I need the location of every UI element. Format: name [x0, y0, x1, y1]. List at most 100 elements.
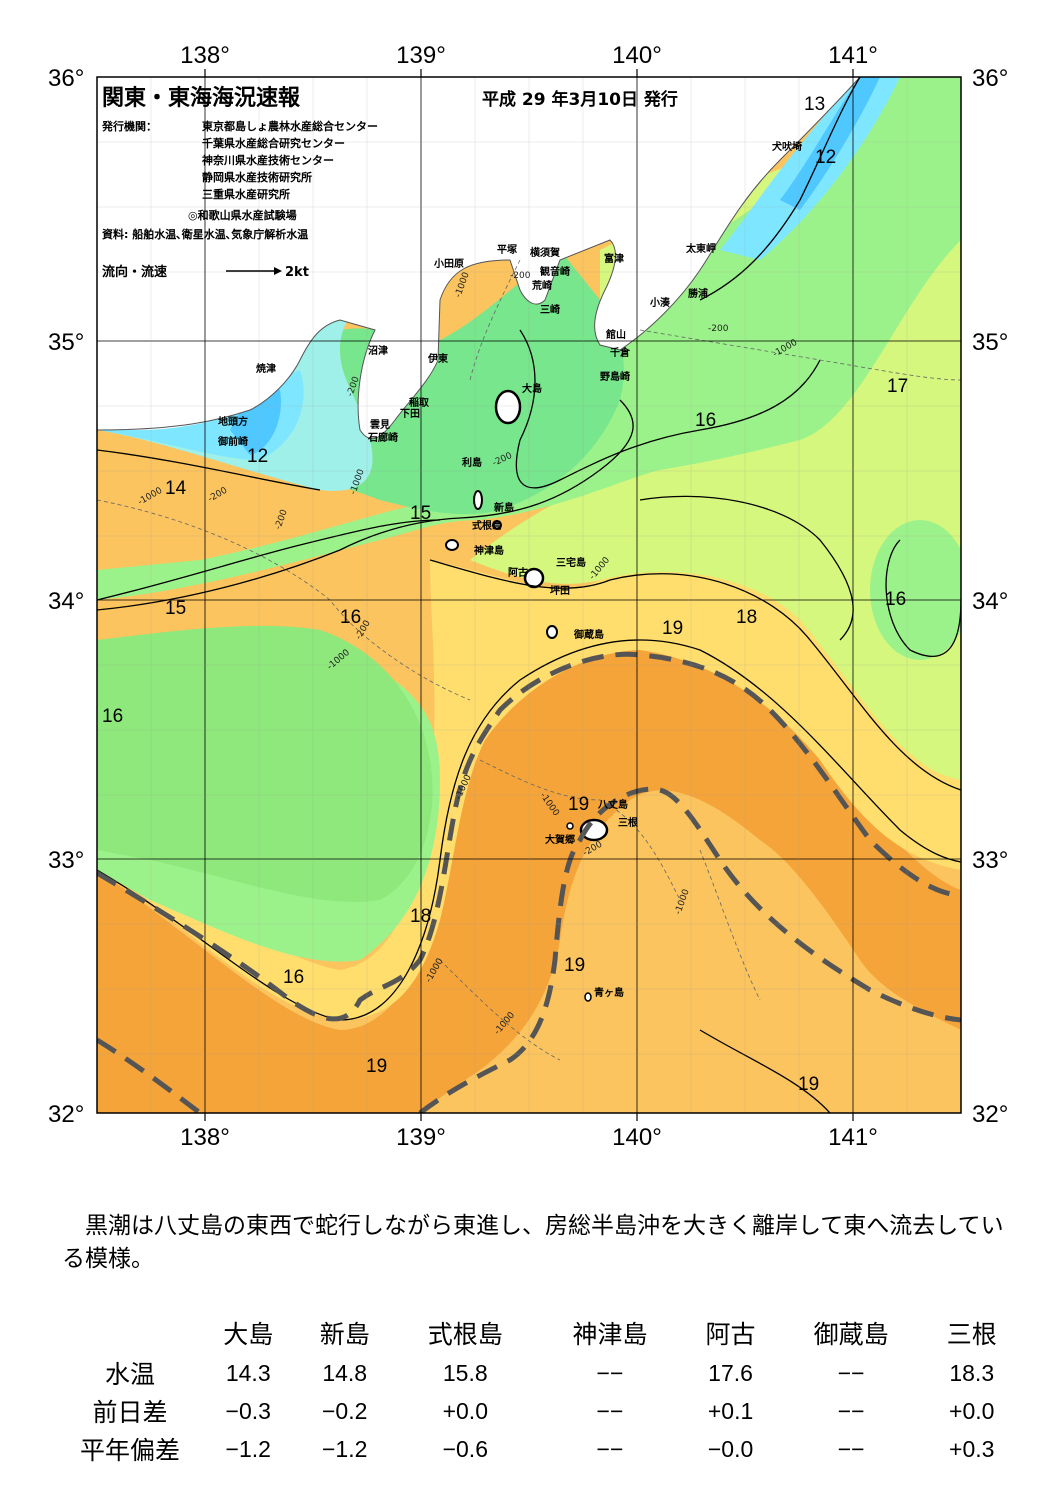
contour-label: 19 — [366, 1056, 387, 1077]
island-miyakejima — [523, 567, 545, 589]
island-shikinejima — [492, 520, 502, 530]
table-cell: +0.1 — [707, 1397, 754, 1424]
place-label: 三宅島 — [556, 556, 586, 569]
row-header: 前日差 — [92, 1398, 168, 1427]
place-label: 荒崎 — [531, 279, 552, 292]
table-cell: −− — [596, 1435, 624, 1462]
lon-label: 138° — [180, 42, 230, 69]
contour-label: 16 — [102, 706, 123, 727]
sea-temperature-map: 138° 139° 140° 141° 138° 139° 140° 141° … — [48, 42, 1008, 1151]
column-header: 式根島 — [427, 1320, 503, 1349]
contour-label: 12 — [247, 446, 268, 467]
table-cell: +0.0 — [949, 1397, 995, 1424]
place-label: 小田原 — [433, 257, 464, 270]
lon-label: 138° — [180, 1124, 230, 1151]
lon-label: 139° — [396, 1124, 446, 1151]
place-label: 犬吠埼 — [772, 140, 802, 153]
lat-label: 36° — [48, 65, 84, 92]
place-label: 地頭方 — [218, 415, 248, 428]
table-cell: 14.3 — [225, 1359, 271, 1386]
lon-label: 140° — [612, 42, 662, 69]
place-labels: 小田原 平塚 横須賀 観音崎 富津 荒崎 三崎 館山 千倉 野島崎 太東岬 勝浦… — [217, 140, 802, 999]
place-label: 観音崎 — [540, 265, 570, 278]
contour-label: 16 — [885, 589, 906, 610]
place-label: 稲取 — [409, 396, 430, 409]
zone-12-east — [780, 77, 880, 210]
frame-ticks — [204, 69, 854, 1121]
zone-12-west — [230, 389, 281, 455]
island-aogashima — [584, 992, 592, 1002]
data-source: 資料: 船舶水温､衛星水温､気象庁解析水温 — [102, 227, 308, 241]
place-label: 伊東 — [427, 352, 448, 365]
column-header: 阿古 — [705, 1320, 756, 1349]
lat-label: 32° — [48, 1101, 84, 1128]
place-label: 横須賀 — [530, 246, 560, 259]
issuer-label: 発行機関： — [101, 119, 157, 133]
zone-16-east — [870, 520, 961, 660]
row-header: 水温 — [104, 1360, 155, 1389]
lon-label: 141° — [828, 1124, 878, 1151]
summary-text: 黒潮は八丈島の東西で蛇行しながら東進し、房総半島沖を大きく離岸して東へ流去してい… — [62, 1213, 1004, 1272]
depth-contours — [97, 259, 961, 1061]
contour-label: 19 — [564, 955, 585, 976]
island-mikurajima — [546, 625, 558, 639]
table-header-row: 大島 新島 式根島 神津島 阿古 御蔵島 三根 — [60, 1312, 1020, 1354]
island-oshima — [494, 389, 522, 425]
column-header: 神津島 — [572, 1320, 648, 1349]
table-cell: 17.6 — [708, 1359, 753, 1386]
observation-table: 大島 新島 式根島 神津島 阿古 御蔵島 三根 水温 14.3 14.8 15.… — [60, 1312, 1020, 1468]
place-label: 小湊 — [649, 296, 671, 309]
table-cell: +0.3 — [949, 1435, 995, 1462]
map-title: 関東・東海海況速報 — [102, 85, 301, 111]
lat-label: 35° — [972, 329, 1008, 356]
table-corner — [60, 1312, 200, 1354]
table-cell: 14.8 — [322, 1359, 368, 1386]
place-label: 勝浦 — [688, 287, 708, 300]
contour-label: 16 — [340, 607, 361, 628]
issue-date: 平成 29 年3月10日 発行 — [482, 89, 678, 110]
map-frame — [96, 76, 962, 1114]
place-label: 平塚 — [497, 243, 517, 256]
flow-legend-label: 流向・流速 — [102, 264, 167, 280]
contour-label: 19 — [568, 794, 589, 815]
lat-label: 33° — [48, 847, 84, 874]
place-label: 阿古 — [508, 566, 528, 579]
flow-legend-scale: 2kt — [285, 265, 309, 280]
table-row: 平年偏差 −1.2 −1.2 −0.6 −− −0.0 −− +0.3 — [60, 1430, 1020, 1468]
table-cell: +0.0 — [442, 1397, 488, 1424]
lon-label: 140° — [612, 1124, 662, 1151]
table-cell: −0.6 — [442, 1435, 488, 1462]
table-cell: −0.0 — [707, 1435, 754, 1462]
place-label: 神津島 — [474, 544, 504, 557]
axis-labels-right: 36° 35° 34° 33° 32° — [972, 65, 1008, 1128]
map-header: 関東・東海海況速報 平成 29 年3月10日 発行 発行機関： 東京都島しょ農林… — [101, 85, 678, 280]
place-label: 式根島 — [472, 519, 502, 532]
contour-label: 18 — [736, 607, 757, 628]
place-label: 三崎 — [540, 303, 560, 316]
table-cell: −1.2 — [322, 1435, 368, 1462]
place-label: 御蔵島 — [573, 628, 604, 641]
zone-16-west-core — [97, 625, 433, 902]
table-row: 水温 14.3 14.8 15.8 −− 17.6 −− 18.3 — [60, 1354, 1020, 1392]
place-label: 御前崎 — [217, 435, 248, 448]
lat-label: 35° — [48, 329, 84, 356]
row-header: 平年偏差 — [79, 1436, 180, 1465]
table-cell: −0.3 — [225, 1397, 271, 1424]
contour-label: 19 — [798, 1074, 819, 1095]
minor-grid — [97, 77, 961, 1113]
issuer: ◎和歌山県水産試験場 — [188, 208, 297, 222]
place-label: 大賀郷 — [545, 833, 575, 846]
issuer: 静岡県水産技術研究所 — [202, 170, 312, 184]
temperature-zones — [97, 77, 961, 1113]
place-label: 雲見 — [370, 419, 390, 431]
issuer: 三重県水産研究所 — [202, 187, 290, 201]
contour-label: 16 — [695, 410, 716, 431]
place-label: 大島 — [522, 382, 542, 395]
place-label: 太東岬 — [685, 242, 716, 255]
axis-labels-left: 36° 35° 34° 33° 32° — [48, 65, 84, 1128]
place-label: 館山 — [605, 328, 626, 341]
column-header: 大島 — [223, 1320, 274, 1349]
contour-label: 15 — [165, 598, 186, 619]
lat-label: 32° — [972, 1101, 1008, 1128]
place-label: 沼津 — [368, 344, 388, 357]
